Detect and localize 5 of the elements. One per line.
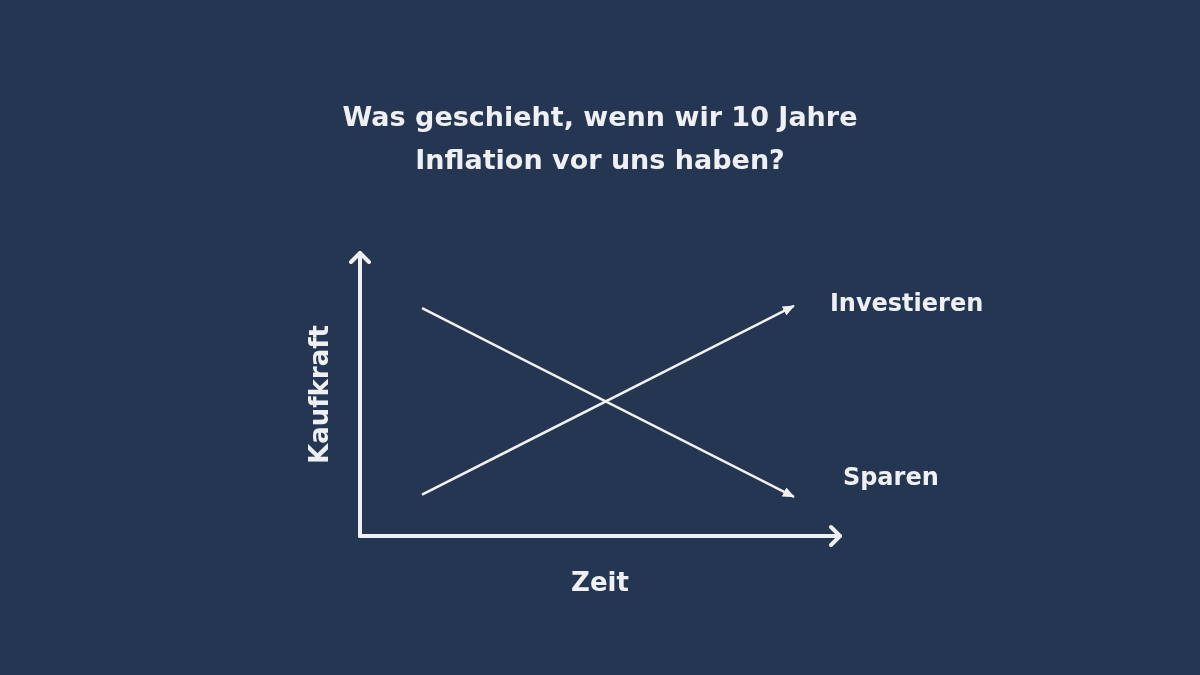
x-axis-title: Zeit <box>571 567 629 597</box>
y-axis-title: Kaufkraft <box>304 325 334 464</box>
text: Sparen <box>842 462 939 491</box>
chart-title: Was geschieht, wenn wir 10 Jahre Inflation vor uns haben? <box>341 100 859 177</box>
series-label: Investieren <box>829 288 984 317</box>
